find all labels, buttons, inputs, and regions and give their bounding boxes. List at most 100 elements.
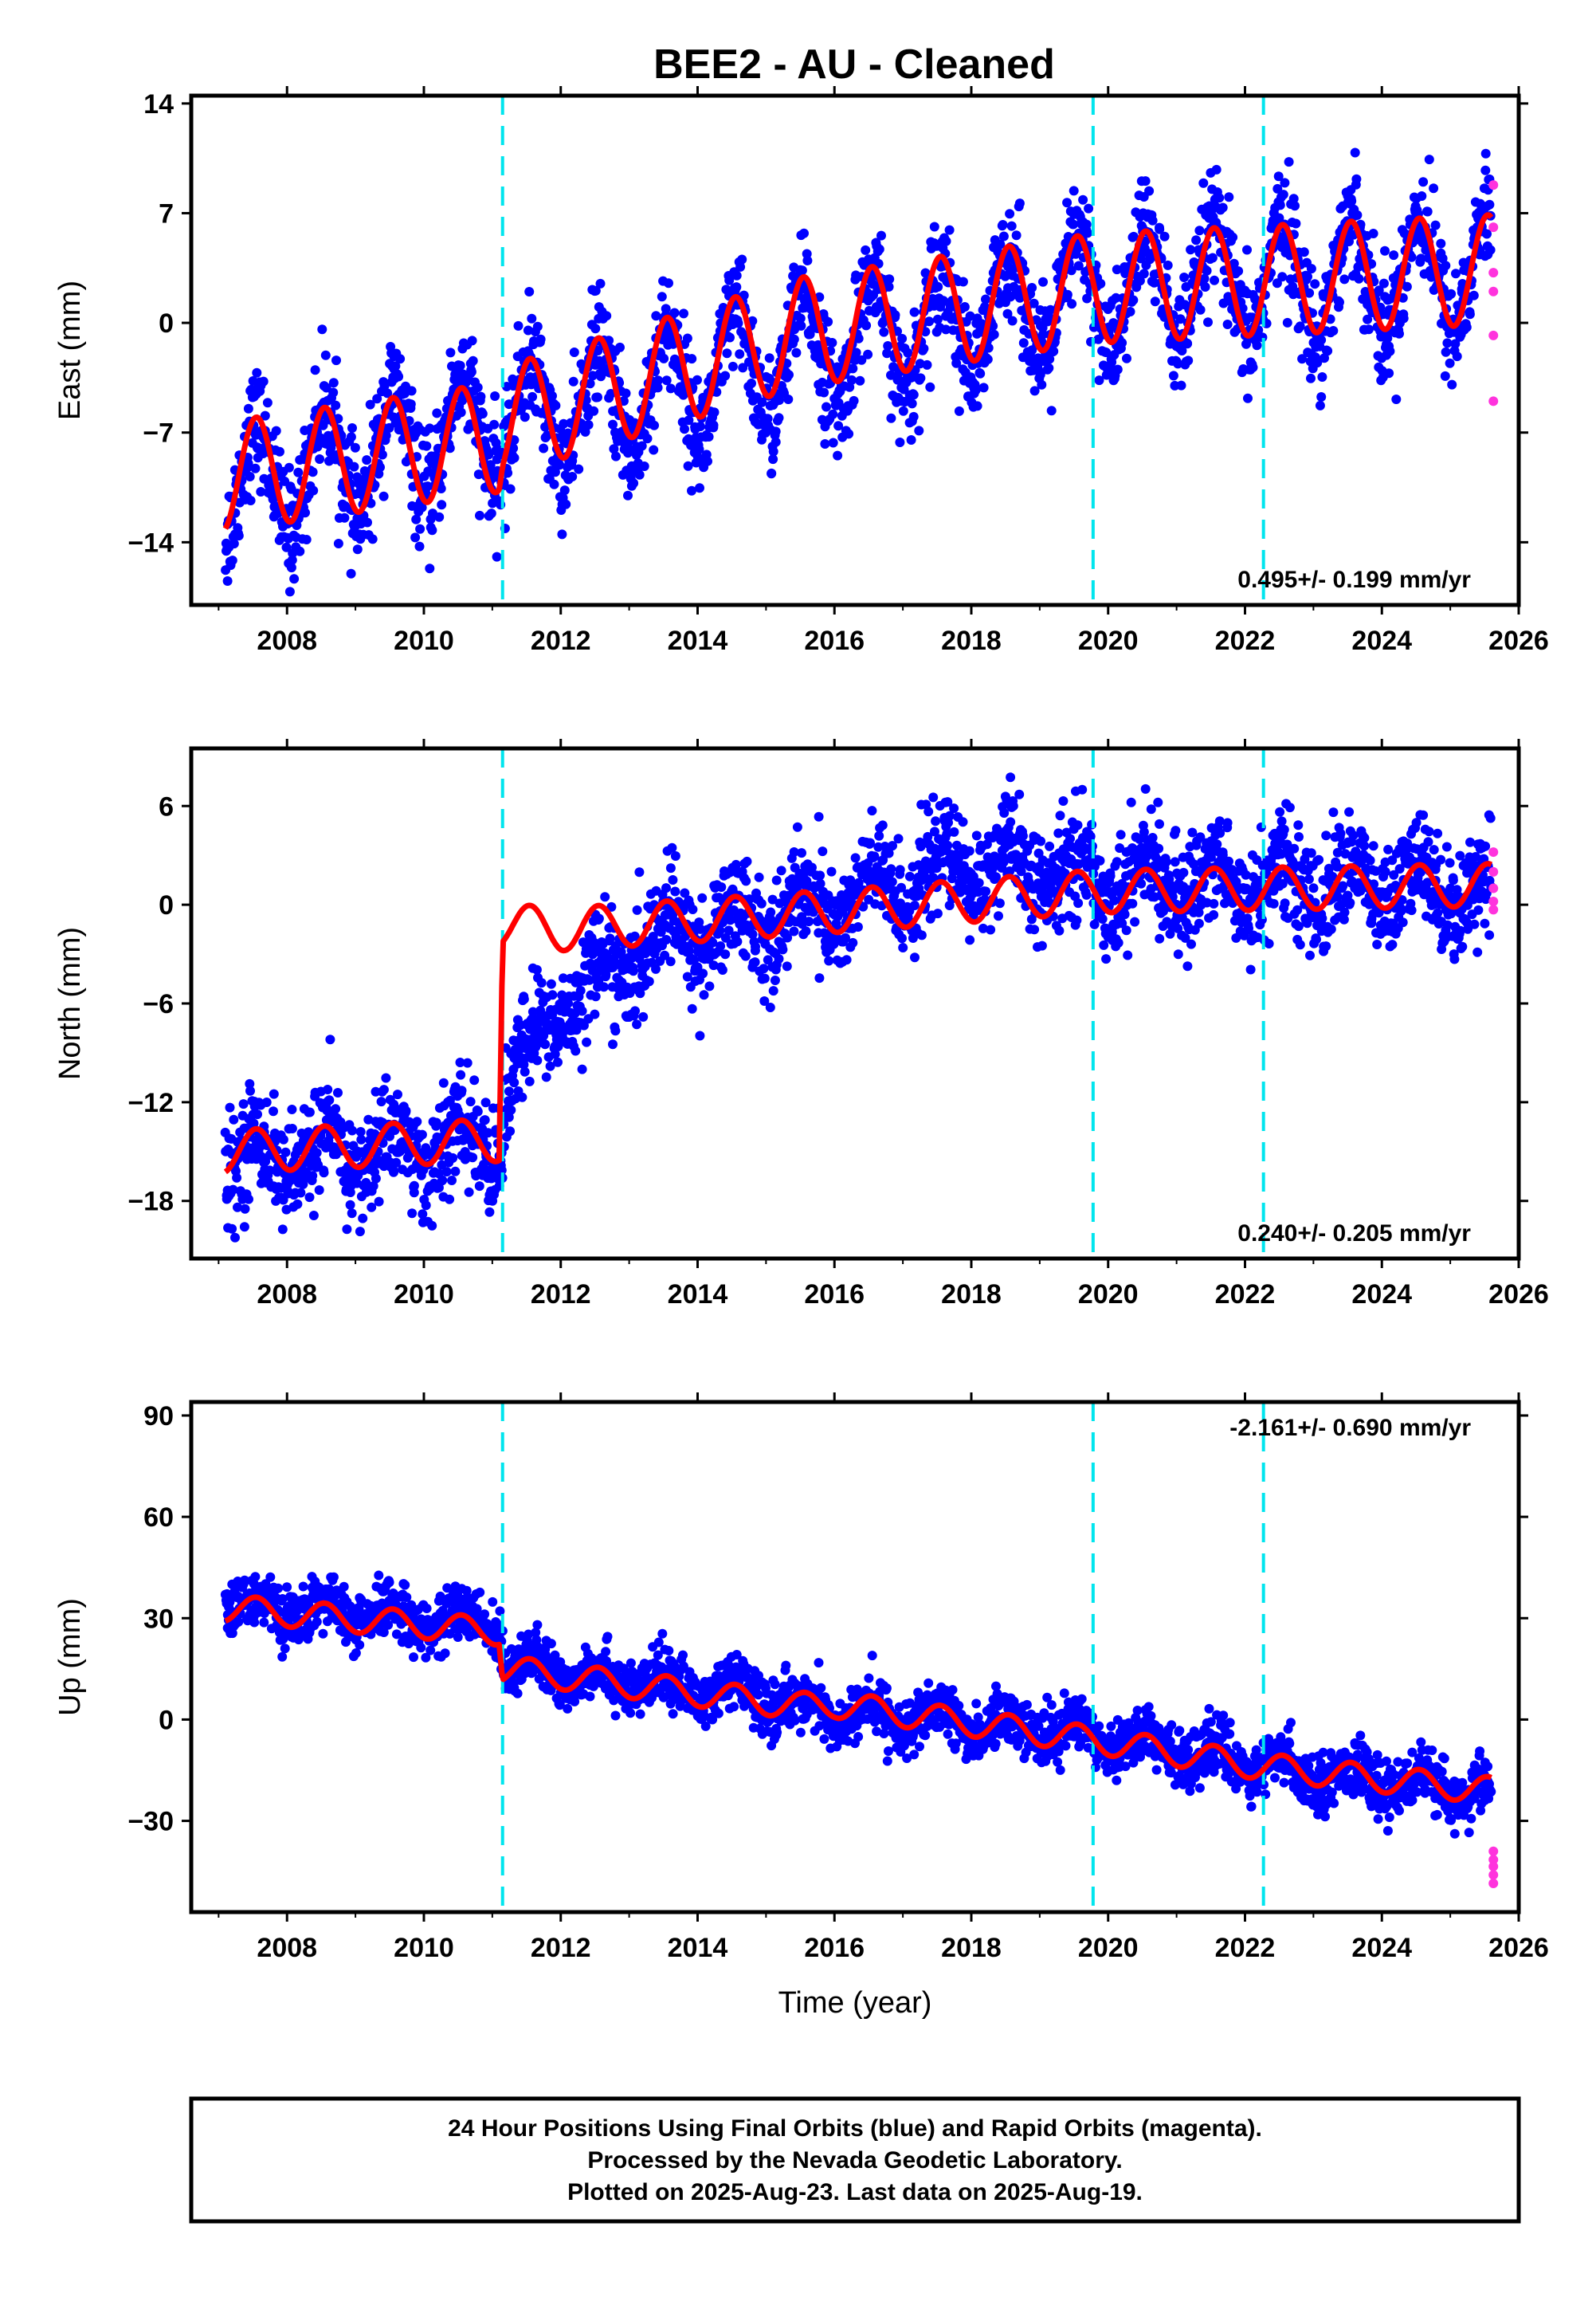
north-point — [1006, 772, 1016, 783]
north-point — [1154, 843, 1164, 854]
east-point — [874, 244, 884, 254]
east-point — [771, 437, 781, 447]
north-point — [355, 1227, 365, 1237]
east-point — [1228, 232, 1238, 242]
east-point — [1320, 353, 1329, 363]
north-point — [1065, 834, 1075, 844]
east-point — [687, 485, 696, 496]
north-point — [1036, 836, 1046, 846]
north-point — [1242, 913, 1253, 924]
east-point — [1424, 155, 1434, 165]
north-point — [1126, 797, 1136, 807]
north-point — [1326, 924, 1336, 934]
north-point — [232, 1172, 242, 1183]
north-point — [1344, 807, 1355, 817]
east-point — [271, 426, 281, 436]
north-point — [347, 1125, 357, 1136]
north-point — [971, 831, 982, 841]
north-point — [1269, 898, 1279, 909]
north-point — [1171, 826, 1181, 836]
east-rapid-point — [1488, 396, 1499, 406]
east-point — [436, 484, 446, 493]
east-point — [406, 386, 417, 396]
north-point — [261, 1098, 272, 1107]
north-point — [750, 957, 760, 968]
east-point — [379, 381, 390, 391]
north-point — [1112, 857, 1122, 867]
east-point — [1144, 186, 1155, 196]
east-point — [550, 467, 560, 477]
north-point — [1097, 914, 1108, 924]
east-point — [774, 395, 784, 405]
east-point — [1380, 245, 1390, 256]
east-point — [629, 478, 639, 489]
north-point — [363, 1114, 374, 1125]
east-point — [1350, 147, 1360, 158]
north-point — [445, 1194, 455, 1204]
north-point — [325, 1035, 335, 1045]
east-point — [1282, 317, 1292, 328]
east-point — [1275, 200, 1285, 210]
east-point — [951, 358, 962, 368]
east-point — [1198, 178, 1209, 188]
east-point — [933, 281, 943, 292]
north-point — [1072, 820, 1083, 831]
north-point — [774, 954, 784, 964]
east-point — [1073, 261, 1084, 271]
east-point — [919, 344, 929, 354]
east-plot-area — [221, 96, 1499, 605]
east-point — [1202, 265, 1212, 276]
east-point — [908, 411, 919, 422]
east-point — [559, 485, 570, 496]
east-point — [468, 355, 478, 366]
east-point — [704, 432, 714, 442]
north-point — [942, 829, 952, 839]
north-point — [1245, 964, 1256, 975]
east-xtick-label: 2016 — [804, 626, 865, 656]
east-point — [861, 245, 871, 255]
east-point — [289, 574, 300, 584]
north-point — [1321, 831, 1331, 841]
east-point — [925, 382, 935, 392]
east-rapid-point — [1488, 180, 1499, 190]
north-point — [245, 1086, 255, 1096]
east-point — [1394, 328, 1404, 339]
north-point — [584, 975, 594, 985]
north-point — [741, 876, 751, 886]
east-point — [608, 419, 618, 430]
east-point — [1062, 289, 1072, 300]
north-point — [717, 965, 727, 975]
east-point — [879, 327, 889, 337]
east-point — [764, 353, 774, 363]
east-ylabel: East (mm) — [53, 281, 87, 420]
east-point — [1465, 309, 1475, 320]
north-point — [249, 1118, 259, 1129]
north-point — [527, 1007, 538, 1017]
east-point — [884, 281, 894, 292]
north-point — [312, 1148, 322, 1158]
north-point — [1317, 913, 1327, 924]
east-point — [763, 414, 773, 424]
north-point — [605, 933, 615, 944]
north-point — [393, 1090, 402, 1100]
east-point — [1306, 264, 1316, 274]
east-point — [959, 302, 970, 312]
north-point — [229, 1114, 239, 1125]
east-point — [585, 379, 595, 389]
north-point — [1008, 801, 1018, 811]
east-point — [886, 370, 896, 380]
north-point — [708, 937, 718, 948]
north-point — [1153, 797, 1163, 807]
east-point — [1461, 322, 1472, 332]
east-point — [328, 387, 339, 398]
east-point — [1312, 358, 1323, 368]
east-point — [621, 388, 631, 399]
north-point — [464, 1187, 474, 1197]
east-point — [1485, 245, 1496, 255]
east-point — [774, 413, 784, 423]
east-point — [1069, 219, 1078, 230]
east-point — [981, 294, 990, 304]
east-xtick-label: 2014 — [668, 626, 728, 656]
east-point — [846, 375, 857, 385]
north-point — [978, 923, 988, 933]
